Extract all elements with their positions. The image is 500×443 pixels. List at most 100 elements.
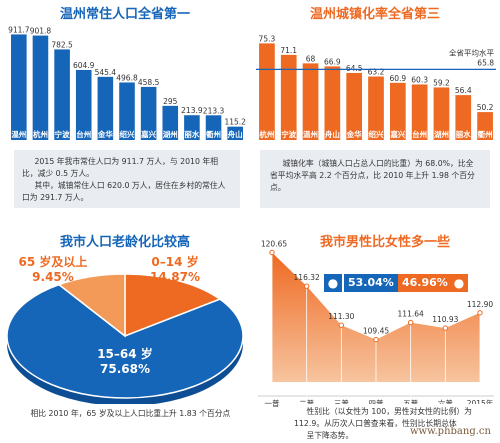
bar-value-label-7: 295 xyxy=(163,97,178,106)
bar-value-label-1: 71.1 xyxy=(280,46,297,55)
bar-0 xyxy=(259,43,275,140)
female-share-badge: 46.96% xyxy=(398,274,452,292)
category-label-10: 衢州 xyxy=(478,129,493,139)
x-tick-label-0: 一普 xyxy=(265,398,280,408)
data-label-3: 109.45 xyxy=(363,327,389,336)
bar-6 xyxy=(140,86,157,140)
population-title: 温州常住人口全省第一 xyxy=(60,6,190,22)
panel-urbanization: 温州城镇化率全省第三 75.3 杭州 71.1 宁波 68 温州 66.9 舟山 64.5 金华 6… xyxy=(250,0,500,222)
male-share-badge: 53.04% xyxy=(344,274,398,292)
category-label-1: 宁波 xyxy=(281,129,296,139)
data-label-6: 112.90 xyxy=(467,300,493,309)
bar-value-label-0: 75.3 xyxy=(259,34,276,43)
category-label-5: 绍兴 xyxy=(369,129,384,139)
bar-value-label-0: 911.7 xyxy=(8,25,30,34)
age-note: 相比 2010 年，65 岁及以上人口比重上升 1.83 个百分点 xyxy=(10,404,246,438)
bar-6 xyxy=(389,82,406,140)
category-label-9: 衢州 xyxy=(206,129,221,139)
population-bars: 911.7 温州 901.8 杭州 782.5 宁波 604.9 台州 545.4 金华 496.8… xyxy=(8,25,246,140)
data-point-1 xyxy=(303,283,310,289)
bar-1 xyxy=(32,35,49,140)
pie-slice-1 xyxy=(124,273,222,338)
data-label-5: 110.93 xyxy=(432,315,458,324)
category-label-2: 宁波 xyxy=(55,129,70,139)
category-label-4: 金华 xyxy=(346,129,362,139)
bar-value-label-4: 64.5 xyxy=(346,64,363,73)
bar-5 xyxy=(119,82,135,140)
panel-age-structure: 我市人口老龄化比较高 15–64 岁 75.68% 0–14 岁 14.87% 65 岁… xyxy=(0,222,250,443)
bar-9 xyxy=(205,115,222,140)
data-label-0: 120.65 xyxy=(261,240,287,249)
bar-8 xyxy=(433,87,450,140)
bar-value-label-3: 66.9 xyxy=(324,57,341,66)
bar-10 xyxy=(477,112,493,140)
category-label-6: 嘉兴 xyxy=(140,129,156,139)
female-icon: ● xyxy=(450,274,468,292)
pie-slice-value-1: 14.87% xyxy=(150,270,200,284)
x-tick-label-2: 三普 xyxy=(334,398,349,408)
pie-slice-label-1: 0–14 岁 xyxy=(151,254,198,269)
urbanization-bars: 75.3 杭州 71.1 宁波 68 温州 66.9 舟山 64.5 金华 63.2 绍兴 60.9 嘉兴… xyxy=(259,34,494,140)
bar-1 xyxy=(280,54,297,140)
bar-value-label-9: 56.4 xyxy=(455,86,472,95)
male-icon: ● xyxy=(324,274,342,292)
bar-9 xyxy=(455,95,472,140)
bar-value-label-6: 458.5 xyxy=(138,78,160,87)
bar-7 xyxy=(411,84,428,140)
sex-ratio-area: 120.65 一普 116.32 二普 111.30 三普 109.45 四普 111.64 五普… xyxy=(258,240,494,408)
population-chart: 温州常住人口全省第一 911.7 温州 901.8 杭州 782.5 宁波 604.9 台州 5… xyxy=(8,6,246,140)
urbanization-note: 城镇化率（城镇人口占总人口的比重）为 68.0%，比全省平均水平高 2.2 个百… xyxy=(260,150,490,208)
urbanization-title: 温州城镇化率全省第三 xyxy=(310,6,440,22)
population-note-line-2: 其中，城镇常住人口 620.0 万人，居住在乡村的常住人口为 291.7 万人。 xyxy=(22,181,226,202)
category-label-1: 杭州 xyxy=(33,129,48,139)
bar-value-label-10: 50.2 xyxy=(477,103,494,112)
category-label-7: 台州 xyxy=(412,129,427,139)
data-point-4 xyxy=(407,319,414,326)
sex-ratio-note-line-2: 呈下降态势。 xyxy=(306,431,354,440)
category-label-6: 嘉兴 xyxy=(389,129,405,139)
x-tick-label-5: 六普 xyxy=(438,398,453,408)
data-label-1: 116.32 xyxy=(294,273,320,282)
data-point-5 xyxy=(442,325,449,331)
category-label-0: 杭州 xyxy=(259,129,274,139)
pie-slice-label-2: 65 岁及以上 xyxy=(19,254,88,269)
sex-ratio-note: 性别比（以女性为 100，男性对女性的比例）为 112.9。从历次人口普查来看，… xyxy=(290,404,495,440)
reference-line-label: 全省平均水平 xyxy=(449,47,494,57)
x-tick-label-3: 四普 xyxy=(369,398,384,408)
sex-ratio-note-line-1: 性别比（以女性为 100，男性对女性的比例）为 112.9。从历次人口普查来看，… xyxy=(294,407,472,428)
bar-4 xyxy=(346,72,363,140)
bar-value-label-5: 63.2 xyxy=(368,68,385,77)
data-point-3 xyxy=(373,336,379,343)
age-pie-chart: 我市人口老龄化比较高 15–64 岁75.68% 0–14 岁14.87% 65 岁… xyxy=(6,234,244,406)
bar-3 xyxy=(75,69,92,140)
category-label-3: 台州 xyxy=(76,129,91,139)
bar-value-label-8: 213.9 xyxy=(181,106,203,115)
category-label-8: 湖州 xyxy=(434,129,449,139)
bar-0 xyxy=(11,34,27,140)
bar-3 xyxy=(324,66,341,140)
x-tick-label-1: 二普 xyxy=(299,398,314,408)
bar-value-label-4: 545.4 xyxy=(95,68,117,77)
panel-sex-ratio: 我市男性比女性多一些 120.65 一普 116.32 二普 111.30 三普 109.4… xyxy=(250,222,500,443)
bar-2 xyxy=(302,63,319,140)
reference-line-value: 65.8 xyxy=(477,58,494,67)
age-title: 我市人口老龄化比较高 xyxy=(60,234,190,250)
category-label-8: 丽水 xyxy=(184,129,199,139)
category-label-5: 绍兴 xyxy=(120,129,135,139)
sex-ratio-chart: 我市男性比女性多一些 120.65 一普 116.32 二普 111.30 三普 109.4… xyxy=(258,234,494,408)
bar-value-label-2: 68 xyxy=(306,54,316,63)
pie-slice-2 xyxy=(57,273,126,338)
category-label-7: 湖州 xyxy=(163,129,178,139)
population-note: 2015 年我市常住人口为 911.7 万人，与 2010 年相比，减少 0.5… xyxy=(14,150,240,208)
category-label-4: 金华 xyxy=(97,129,113,139)
sex-ratio-area-fill xyxy=(272,252,480,382)
data-label-2: 111.30 xyxy=(328,312,354,321)
panel-population: 温州常住人口全省第一 911.7 温州 901.8 杭州 782.5 宁波 604.9 台州 5… xyxy=(0,0,250,222)
watermark-text: www.phbang.cn xyxy=(410,426,491,437)
bar-5 xyxy=(368,76,384,140)
category-label-3: 舟山 xyxy=(325,129,340,139)
category-label-9: 丽水 xyxy=(456,129,471,139)
